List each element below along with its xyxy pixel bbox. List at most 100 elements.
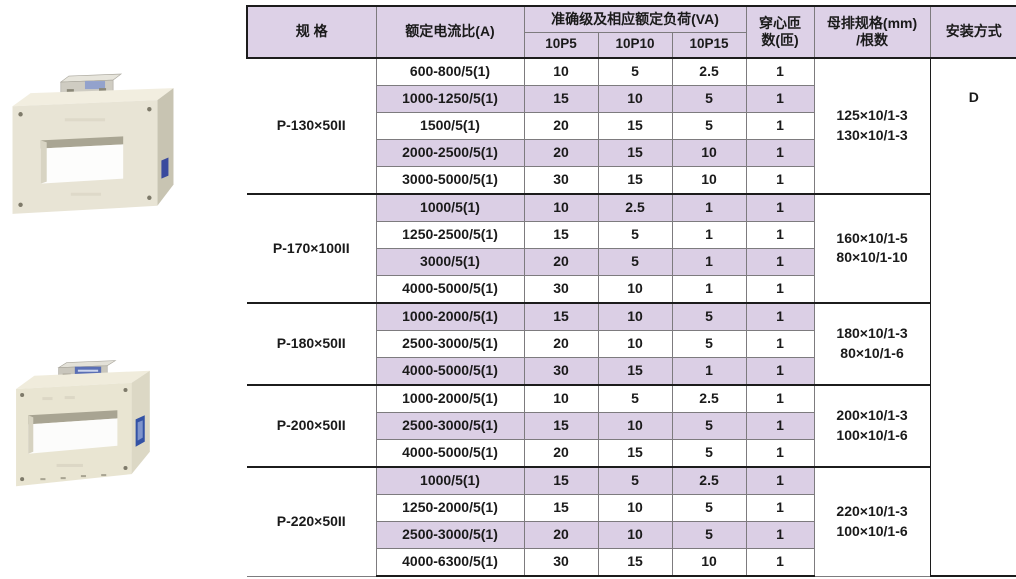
- ratio-cell: 4000-6300/5(1): [375, 547, 525, 577]
- busbar-line: 80×10/1-6: [840, 344, 904, 361]
- busbar-cell: 180×10/1-3 80×10/1-6: [813, 301, 931, 386]
- molded-mark: [64, 118, 106, 122]
- table-row: 3000-5000/5(1) 30 15 10 1: [247, 165, 1016, 195]
- terminal-label: [84, 81, 106, 90]
- turns-cell: 1: [745, 329, 815, 358]
- screw: [20, 393, 25, 398]
- burden-10p10-cell: 5: [597, 247, 673, 276]
- ratio-cell: 1000/5(1): [375, 192, 525, 222]
- col-header-turns-line2: 数(匝): [761, 32, 799, 48]
- burden-10p15-cell: 10: [671, 138, 747, 167]
- burden-10p10-cell: 15: [597, 138, 673, 167]
- burden-10p15-cell: 5: [671, 85, 747, 113]
- table-row: 1000-1250/5(1) 15 10 5 1: [247, 85, 1016, 113]
- burden-10p10-cell: 10: [597, 493, 673, 522]
- burden-10p15-cell: 10: [671, 547, 747, 577]
- burden-10p15-cell: 1: [671, 274, 747, 304]
- molded-mark: [56, 463, 83, 467]
- burden-10p10-cell: 15: [597, 165, 673, 195]
- burden-10p5-cell: 15: [523, 465, 599, 495]
- col-header-busbar: 母排规格(mm)/根数: [813, 5, 931, 59]
- burden-10p5-cell: 15: [523, 493, 599, 522]
- burden-10p15-cell: 1: [671, 247, 747, 276]
- ct-side-face: [157, 88, 174, 206]
- table-row: 2500-3000/5(1) 15 10 5 1: [247, 411, 1016, 440]
- burden-10p15-cell: 1: [671, 192, 747, 222]
- burden-10p5-cell: 10: [523, 57, 599, 87]
- table-row: 1500/5(1) 20 15 5 1: [247, 111, 1016, 140]
- turns-cell: 1: [745, 547, 815, 577]
- vent-mark: [60, 477, 66, 480]
- ratio-cell: 3000/5(1): [375, 247, 525, 276]
- burden-10p5-cell: 10: [523, 383, 599, 413]
- table-row: 1250-2000/5(1) 15 10 5 1: [247, 493, 1016, 522]
- burden-10p5-cell: 20: [523, 438, 599, 468]
- burden-10p10-cell: 5: [597, 383, 673, 413]
- busbar-line: 125×10/1-3: [836, 107, 908, 124]
- table-row: 4000-5000/5(1) 30 15 1 1: [247, 356, 1016, 386]
- burden-10p10-cell: 10: [597, 274, 673, 304]
- spec-cell: P-220×50II: [247, 465, 377, 577]
- ct-window: [28, 418, 118, 454]
- busbar-line: 160×10/1-5: [836, 229, 908, 246]
- screw: [123, 465, 128, 471]
- table-header: 规 格 额定电流比(A) 准确级及相应额定负荷(VA) 穿心匝 数(匝) 母排规格…: [246, 5, 1016, 59]
- col-header-10p5: 10P5: [523, 31, 599, 59]
- busbar-line: 220×10/1-3: [836, 503, 908, 520]
- ratio-cell: 1250-2000/5(1): [375, 493, 525, 522]
- burden-10p5-cell: 20: [523, 329, 599, 358]
- turns-cell: 1: [745, 85, 815, 113]
- burden-10p5-cell: 15: [523, 301, 599, 331]
- spec-table: 规 格 额定电流比(A) 准确级及相应额定负荷(VA) 穿心匝 数(匝) 母排规格…: [246, 5, 1016, 577]
- table-row: 4000-6300/5(1) 30 15 10 1: [247, 547, 1016, 577]
- burden-10p15-cell: 2.5: [671, 465, 747, 495]
- burden-10p10-cell: 15: [597, 547, 673, 577]
- burden-10p10-cell: 15: [597, 356, 673, 386]
- ratio-cell: 4000-5000/5(1): [375, 438, 525, 468]
- spec-cell: P-180×50II: [247, 301, 377, 386]
- busbar-cell: 125×10/1-3 130×10/1-3: [813, 57, 931, 195]
- ct-top-face: [12, 88, 174, 107]
- burden-10p15-cell: 5: [671, 111, 747, 140]
- ratio-cell: 3000-5000/5(1): [375, 165, 525, 195]
- ct-window: [40, 144, 124, 184]
- terminal-screw: [99, 88, 107, 93]
- burden-10p5-cell: 30: [523, 547, 599, 577]
- col-header-spec: 规 格: [246, 5, 377, 59]
- burden-10p10-cell: 10: [597, 329, 673, 358]
- table-row: 1250-2500/5(1) 15 5 1 1: [247, 220, 1016, 249]
- ratio-cell: 2500-3000/5(1): [375, 520, 525, 549]
- burden-10p5-cell: 10: [523, 192, 599, 222]
- burden-10p10-cell: 10: [597, 411, 673, 440]
- ratio-cell: 2000-2500/5(1): [375, 138, 525, 167]
- turns-cell: 1: [745, 465, 815, 495]
- ratio-cell: 1000-1250/5(1): [375, 85, 525, 113]
- ct-window-inner-left: [28, 415, 34, 454]
- turns-cell: 1: [745, 138, 815, 167]
- molded-mark: [42, 397, 53, 401]
- vent-mark: [101, 474, 107, 477]
- turns-cell: 1: [745, 220, 815, 249]
- ratio-cell: 1000-2000/5(1): [375, 301, 525, 331]
- side-label: [161, 157, 169, 179]
- vent-mark: [40, 478, 46, 481]
- ratio-cell: 4000-5000/5(1): [375, 356, 525, 386]
- table-row: 3000/5(1) 20 5 1 1: [247, 247, 1016, 276]
- install-cell: D: [929, 57, 1016, 577]
- burden-10p10-cell: 10: [597, 520, 673, 549]
- turns-cell: 1: [745, 192, 815, 222]
- product-photo-top: [12, 73, 174, 214]
- screw: [147, 107, 152, 112]
- ratio-cell: 2500-3000/5(1): [375, 329, 525, 358]
- turns-cell: 1: [745, 57, 815, 87]
- terminal-screw: [66, 89, 74, 94]
- burden-10p15-cell: 1: [671, 356, 747, 386]
- burden-10p5-cell: 20: [523, 247, 599, 276]
- burden-10p10-cell: 15: [597, 111, 673, 140]
- table-row: P-170×100II 1000/5(1) 10 2.5 1 1 160×10/1-5 80×…: [247, 192, 1016, 304]
- burden-10p5-cell: 15: [523, 85, 599, 113]
- turns-cell: 1: [745, 356, 815, 386]
- table-row: P-130×50II 600-800/5(1) 10 5 2.5 1 125×10/1-3 1…: [247, 57, 1016, 577]
- col-header-install: 安装方式: [929, 5, 1016, 59]
